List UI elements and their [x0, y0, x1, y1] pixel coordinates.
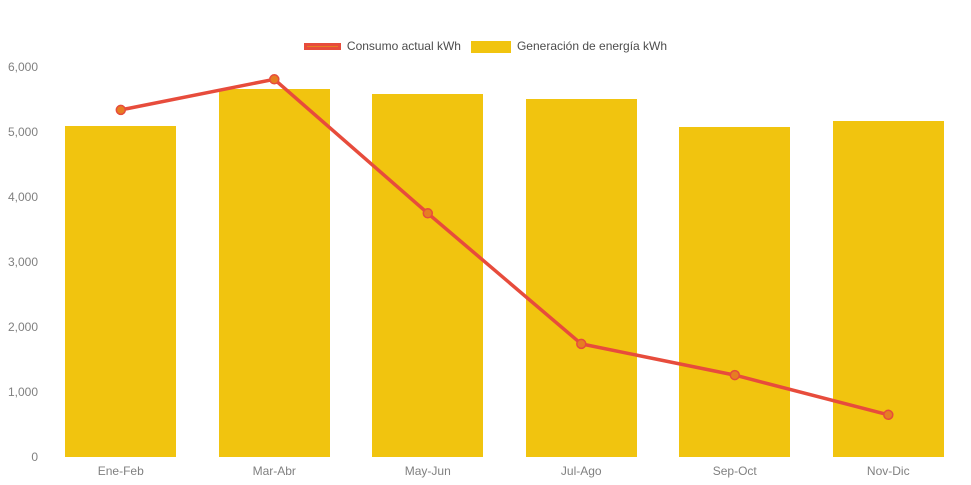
y-tick-label: 1,000	[7, 385, 38, 399]
y-tick-label: 0	[31, 450, 38, 464]
data-point-marker-sep-oct	[729, 369, 741, 381]
x-tick-label-nov-dic: Nov-Dic	[866, 464, 910, 478]
data-point-marker-mar-abr	[269, 74, 280, 85]
x-tick-label-mar-abr: Mar-Abr	[252, 464, 296, 478]
x-tick-label-jul-ago: Jul-Ago	[560, 464, 602, 478]
data-point-marker-jul-ago	[576, 338, 587, 350]
y-tick-label: 3,000	[7, 255, 38, 269]
line-series-consumo-actual	[115, 74, 894, 421]
data-point-marker-ene-feb	[115, 104, 127, 116]
x-tick-label-ene-feb: Ene-Feb	[97, 464, 144, 478]
y-tick-label: 6,000	[7, 60, 38, 74]
bar-ene-feb	[65, 126, 177, 457]
x-tick-label-may-jun: May-Jun	[404, 464, 451, 478]
bar-sep-oct	[679, 126, 791, 457]
bar-nov-dic	[832, 120, 944, 457]
data-point-marker-nov-dic	[883, 409, 894, 421]
bar-may-jun	[372, 94, 484, 457]
line-path	[120, 77, 889, 417]
bar-series-swatch-icon	[470, 40, 511, 53]
y-axis: 0 1,000 2,000 3,000 4,000 5,000 6,000	[0, 60, 38, 464]
legend: Consumo actual kWh Generación de energía…	[0, 40, 971, 53]
x-tick-label-sep-oct: Sep-Oct	[712, 464, 757, 478]
legend-label-consumo-actual: Consumo actual kWh	[346, 39, 461, 53]
y-tick-label: 4,000	[7, 190, 38, 204]
legend-item-consumo-actual[interactable]: Consumo actual kWh	[303, 39, 461, 53]
legend-label-generacion-energia: Generación de energía kWh	[516, 39, 668, 53]
y-tick-label: 5,000	[7, 125, 38, 139]
legend-item-generacion-energia[interactable]: Generación de energía kWh	[470, 39, 668, 53]
y-tick-label: 2,000	[7, 320, 38, 334]
line-series-swatch-icon	[303, 43, 341, 50]
data-point-marker-may-jun	[422, 208, 434, 219]
x-axis: Ene-Feb Mar-Abr May-Jun Jul-Ago Sep-Oct Nov-D…	[44, 464, 965, 480]
plot-area	[44, 67, 965, 457]
bar-mar-abr	[218, 89, 330, 457]
bar-jul-ago	[525, 98, 637, 457]
